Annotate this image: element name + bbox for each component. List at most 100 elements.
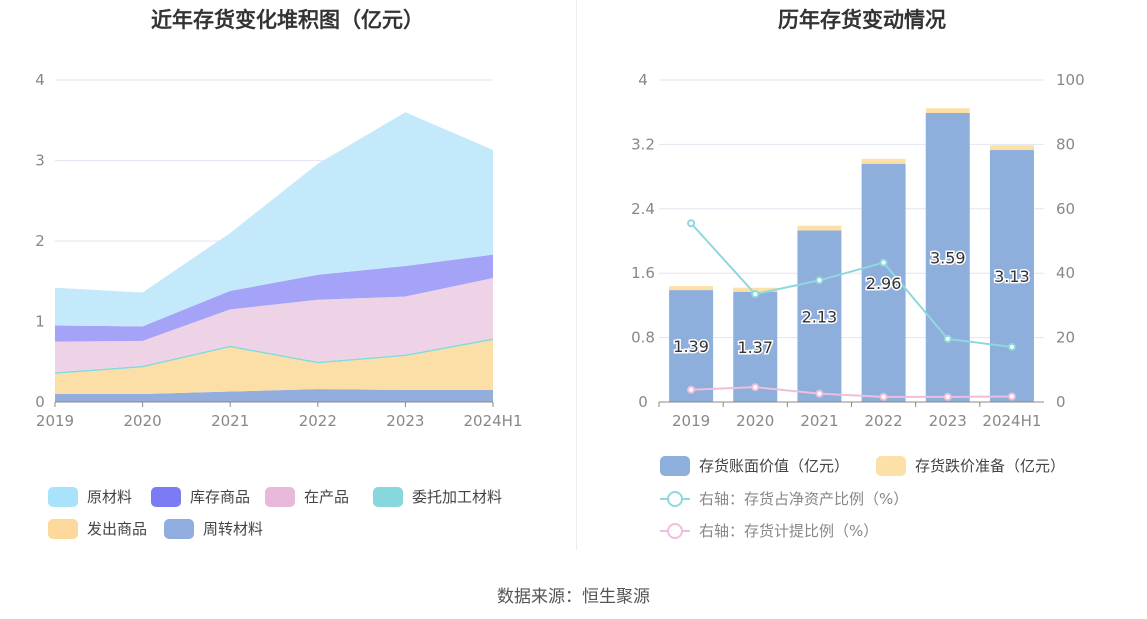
x-tick-label: 2019 [672, 412, 710, 430]
legend-swatch [876, 455, 906, 476]
legend-swatch [373, 486, 403, 507]
legend-swatch [265, 486, 295, 507]
x-tick-label: 2021 [211, 412, 249, 430]
chart-divider [576, 0, 577, 550]
line-point [1007, 342, 1016, 351]
x-tick-label: 2023 [929, 412, 967, 430]
legend-swatch [164, 518, 194, 539]
y-tick-label: 2.4 [631, 200, 655, 218]
y2-tick-label: 20 [1056, 329, 1075, 347]
area-series-周转材料 [55, 389, 493, 402]
x-tick-label: 2024H1 [464, 412, 523, 430]
stacked-area-chart: 0 1 2 3 4 2019 2020 2021 2022 2023 2024H1 [35, 71, 523, 430]
bar-value-label: 1.39 [673, 337, 709, 356]
line-point [943, 334, 952, 343]
legend-swatch [48, 518, 78, 539]
y2-tick-label: 80 [1056, 135, 1075, 153]
y-tick-label: 0 [638, 393, 648, 411]
legend-line-swatch [660, 521, 690, 541]
x-tick-label: 2019 [36, 412, 74, 430]
legend-item[interactable]: 存货账面价值（亿元） [660, 455, 849, 476]
x-tick-label: 2024H1 [982, 412, 1041, 430]
area-series-发出商品 [55, 340, 493, 394]
bar-book-value [925, 113, 970, 402]
bar-impairment [669, 286, 714, 291]
line-point [751, 383, 760, 392]
right-chart-title: 历年存货变动情况 [778, 8, 946, 32]
line-series-inventory-ratio [690, 222, 1013, 348]
legend-label: 存货跌价准备（亿元） [915, 457, 1066, 475]
y-tick-label: 1 [35, 313, 45, 331]
y2-tick-label: 40 [1056, 264, 1075, 282]
y2-tick-label: 100 [1056, 71, 1085, 89]
bar-impairment [733, 287, 778, 292]
y-tick-label: 1.6 [631, 264, 655, 282]
legend-swatch [660, 455, 690, 476]
y-tick-label: 2 [35, 232, 45, 250]
bar-book-value [669, 290, 714, 402]
x-tick-label: 2021 [800, 412, 838, 430]
bar-impairment [989, 145, 1034, 151]
bar-value-label: 2.13 [802, 307, 838, 326]
bar-value-label: 3.59 [930, 249, 966, 268]
bar-impairment [861, 158, 906, 164]
y2-tick-label: 60 [1056, 200, 1075, 218]
bar-book-value [797, 230, 842, 402]
y-tick-label: 3 [35, 152, 45, 170]
line-point [815, 389, 824, 398]
line-point [687, 219, 696, 228]
legend-label: 周转材料 [203, 520, 264, 538]
data-source-note: 数据来源：恒生聚源 [497, 587, 650, 607]
bar-impairment [925, 108, 970, 114]
legend-item[interactable]: 委托加工材料 [373, 486, 502, 507]
legend-swatch [151, 486, 181, 507]
area-series-库存商品 [55, 254, 493, 342]
line-point [687, 385, 696, 394]
bar-value-label: 2.96 [866, 274, 902, 293]
line-point [815, 276, 824, 285]
line-point [751, 290, 760, 299]
x-tick-label: 2022 [299, 412, 337, 430]
legend-line-swatch [660, 489, 690, 509]
y-tick-label: 0 [35, 393, 45, 411]
legend-item[interactable]: 存货跌价准备（亿元） [876, 455, 1065, 476]
legend-item[interactable]: 右轴：存货占净资产比例（%） [660, 488, 908, 509]
x-tick-label: 2022 [864, 412, 902, 430]
legend-item[interactable]: 右轴：存货计提比例（%） [660, 520, 878, 541]
bar-impairment [797, 225, 842, 231]
y2-tick-label: 0 [1056, 393, 1066, 411]
bar-book-value [989, 150, 1034, 402]
legend-item[interactable]: 发出商品 [48, 518, 147, 539]
x-tick-label: 2020 [124, 412, 162, 430]
legend-item[interactable]: 库存商品 [151, 486, 250, 507]
bar-value-label: 1.37 [737, 338, 773, 357]
left-chart-title: 近年存货变化堆积图（亿元） [151, 8, 424, 32]
bar-book-value [861, 163, 906, 402]
legend-label: 右轴：存货计提比例（%） [699, 522, 879, 540]
legend-label: 库存商品 [190, 488, 251, 506]
x-tick-label: 2020 [736, 412, 774, 430]
area-series-在产品 [55, 278, 493, 373]
y-tick-label: 4 [35, 71, 45, 89]
legend-item[interactable]: 在产品 [265, 486, 349, 507]
line-point [1007, 392, 1016, 401]
y-tick-label: 4 [638, 71, 648, 89]
legend-item[interactable]: 原材料 [48, 486, 132, 507]
line-point [879, 258, 888, 267]
y-tick-label: 0.8 [631, 329, 655, 347]
y-tick-label: 3.2 [631, 135, 655, 153]
bar-value-label: 3.13 [994, 267, 1030, 286]
line-point [879, 392, 888, 401]
legend-label: 在产品 [304, 488, 350, 506]
legend-label: 右轴：存货占净资产比例（%） [699, 490, 909, 508]
legend-label: 发出商品 [87, 520, 148, 538]
legend-label: 原材料 [87, 488, 133, 506]
area-series-原材料 [55, 112, 493, 327]
line-series-provision-ratio [691, 386, 1012, 398]
area-series-委托加工材料 [55, 338, 493, 374]
x-tick-label: 2023 [386, 412, 424, 430]
legend-item[interactable]: 周转材料 [164, 518, 263, 539]
legend-label: 存货账面价值（亿元） [699, 457, 850, 475]
legend-swatch [48, 486, 78, 507]
